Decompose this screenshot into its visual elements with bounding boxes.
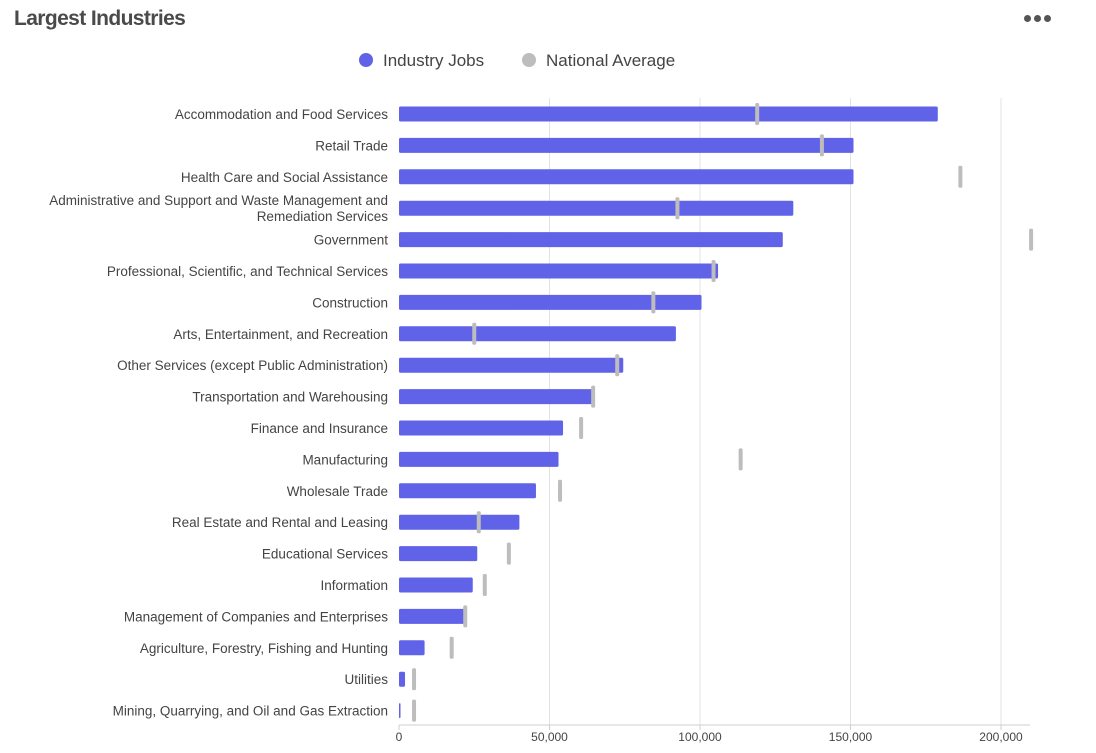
- more-horizontal-icon: [1023, 14, 1031, 22]
- industry-jobs-bar[interactable]: [399, 200, 794, 216]
- industry-jobs-bar[interactable]: [399, 357, 624, 373]
- legend-swatch: [359, 53, 373, 67]
- category-label: Agriculture, Forestry, Fishing and Hunti…: [140, 641, 388, 656]
- national-average-marker[interactable]: [412, 699, 417, 722]
- industry-jobs-bar[interactable]: [399, 389, 594, 405]
- x-tick-label: 50,000: [531, 730, 568, 744]
- national-average-marker[interactable]: [738, 448, 743, 471]
- more-horizontal-icon-dot: [1043, 14, 1051, 22]
- national-average-marker[interactable]: [506, 542, 511, 565]
- category-label: Administrative and Support and Waste Man…: [49, 193, 388, 208]
- national-average-marker[interactable]: [958, 165, 963, 188]
- industry-jobs-bar[interactable]: [399, 451, 559, 467]
- national-average-marker[interactable]: [675, 197, 680, 220]
- category-label: Wholesale Trade: [287, 484, 388, 499]
- industry-jobs-bar[interactable]: [399, 671, 406, 687]
- industry-jobs-bar[interactable]: [399, 546, 478, 562]
- category-label: Information: [320, 578, 388, 593]
- category-label: Government: [314, 233, 389, 248]
- industry-jobs-bar[interactable]: [399, 232, 783, 248]
- industry-jobs-bar[interactable]: [399, 608, 466, 624]
- legend-label: Industry Jobs: [383, 51, 484, 70]
- national-average-marker[interactable]: [558, 479, 563, 502]
- more-horizontal-icon-dot: [1033, 14, 1041, 22]
- industry-jobs-bar[interactable]: [399, 294, 702, 310]
- national-average-marker[interactable]: [449, 636, 454, 659]
- legend-item-industry-jobs[interactable]: Industry Jobs: [359, 51, 484, 70]
- national-average-marker[interactable]: [579, 417, 584, 439]
- national-average-marker[interactable]: [482, 574, 487, 596]
- category-label: Retail Trade: [315, 138, 388, 153]
- legend-item-national-average[interactable]: National Average: [522, 51, 675, 70]
- legend-label: National Average: [546, 51, 675, 70]
- category-label: Professional, Scientific, and Technical …: [107, 264, 388, 279]
- industry-jobs-bar[interactable]: [399, 137, 854, 153]
- category-label: Arts, Entertainment, and Recreation: [173, 327, 388, 342]
- industry-jobs-bar[interactable]: [399, 577, 473, 593]
- national-average-marker[interactable]: [615, 354, 620, 377]
- category-label: Mining, Quarrying, and Oil and Gas Extra…: [113, 704, 388, 719]
- industry-jobs-bar[interactable]: [399, 703, 401, 719]
- industry-jobs-bar[interactable]: [399, 169, 854, 185]
- national-average-marker[interactable]: [476, 511, 481, 534]
- x-tick-label: 100,000: [678, 730, 722, 744]
- national-average-marker[interactable]: [463, 605, 468, 628]
- national-average-marker[interactable]: [819, 134, 824, 157]
- national-average-marker[interactable]: [1029, 228, 1034, 251]
- industry-jobs-bar[interactable]: [399, 263, 719, 279]
- industry-jobs-bar[interactable]: [399, 326, 676, 342]
- national-average-marker[interactable]: [412, 668, 417, 691]
- industry-jobs-bar[interactable]: [399, 420, 564, 436]
- category-label: Transportation and Warehousing: [192, 390, 388, 405]
- category-label: Health Care and Social Assistance: [181, 170, 388, 185]
- national-average-marker[interactable]: [711, 260, 716, 282]
- legend-swatch: [522, 53, 536, 67]
- category-label: Manufacturing: [302, 452, 388, 467]
- industry-jobs-bar[interactable]: [399, 106, 938, 122]
- x-tick-label: 150,000: [829, 730, 873, 744]
- category-label: Remediation Services: [257, 209, 389, 224]
- chart-title: Largest Industries: [14, 7, 186, 30]
- industry-jobs-bar[interactable]: [399, 483, 536, 499]
- category-label: Other Services (except Public Administra…: [117, 358, 388, 373]
- x-tick-label: 0: [396, 730, 403, 744]
- national-average-marker[interactable]: [591, 385, 596, 408]
- category-label: Real Estate and Rental and Leasing: [172, 515, 388, 530]
- category-label: Construction: [312, 295, 388, 310]
- category-label: Management of Companies and Enterprises: [124, 609, 388, 624]
- more-options-button[interactable]: [1020, 8, 1054, 28]
- national-average-marker[interactable]: [755, 103, 760, 125]
- industry-jobs-bar[interactable]: [399, 514, 520, 530]
- national-average-marker[interactable]: [472, 322, 477, 345]
- category-label: Finance and Insurance: [251, 421, 388, 436]
- category-label: Accommodation and Food Services: [175, 107, 388, 122]
- industry-jobs-bar[interactable]: [399, 640, 425, 656]
- category-label: Educational Services: [262, 547, 388, 562]
- national-average-marker[interactable]: [651, 291, 656, 314]
- x-tick-label: 200,000: [979, 730, 1023, 744]
- category-label: Utilities: [344, 672, 388, 687]
